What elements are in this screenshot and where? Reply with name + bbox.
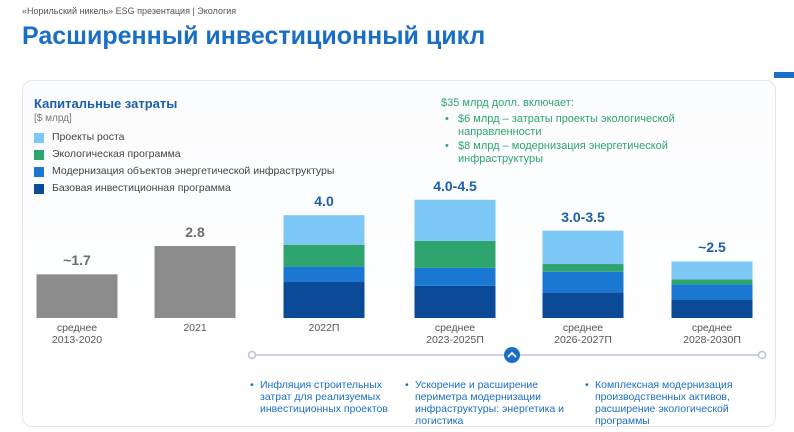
outcome: Инфляция строительных затрат для реализу… (260, 379, 388, 415)
x-tick-label: среднее 2028-2030П (683, 322, 741, 346)
bar (36, 274, 118, 318)
x-tick-label: среднее 2013-2020 (51, 322, 103, 346)
outcome: Комплексная модернизация производственны… (595, 379, 733, 427)
note-bullet: • (445, 113, 449, 125)
total-label: 4.0-4.5 (433, 177, 477, 194)
legend-label: Модернизация объектов энергетической инф… (52, 165, 335, 177)
note-item: $8 млрд – модернизация энергетической ин… (458, 140, 668, 165)
bar-segment (671, 279, 753, 285)
legend-swatch (34, 167, 44, 177)
x-tick-label: 2022П (308, 322, 340, 334)
note-title: $35 млрд долл. включает: (441, 97, 574, 109)
bar-segment (283, 266, 365, 283)
bar-segment (542, 292, 624, 318)
note-item: $6 млрд – затраты проекты экологической … (458, 113, 675, 138)
outcome-bullet: • (250, 379, 254, 391)
timeline-end (757, 350, 767, 360)
bar-segment (542, 271, 624, 293)
legend-swatch (34, 150, 44, 160)
legend-label: Базовая инвестиционная программа (52, 182, 231, 194)
total-label: ~1.7 (63, 252, 91, 269)
total-label: 2.8 (185, 224, 205, 241)
bar-segment (542, 230, 624, 265)
bar-segment (283, 282, 365, 318)
bar-segment (414, 199, 496, 241)
bar-segment (414, 240, 496, 268)
slide-title: Расширенный инвестиционный цикл (22, 22, 486, 50)
x-tick-label: 2021 (183, 322, 207, 334)
bar-segment (283, 244, 365, 267)
chevron (507, 351, 517, 358)
outcome-bullet: • (405, 379, 409, 391)
expand-button[interactable] (504, 347, 520, 363)
timeline-end (247, 350, 257, 360)
bar-segment (414, 285, 496, 318)
bar-segment (671, 261, 753, 280)
bar-segment (671, 284, 753, 301)
legend-swatch (34, 184, 44, 194)
bar-segment (414, 267, 496, 286)
legend-label: Проекты роста (52, 131, 125, 143)
bar (154, 246, 236, 318)
total-label: ~2.5 (698, 239, 726, 256)
accent (774, 72, 794, 78)
bar-segment (671, 300, 753, 318)
breadcrumb: «Норильский никель» ESG презентация | Эк… (22, 6, 237, 16)
x-tick-label: среднее 2026-2027П (554, 322, 612, 346)
panel (22, 80, 776, 427)
unit: [$ млрд] (34, 113, 72, 124)
legend-swatch (34, 133, 44, 143)
note-bullet: • (445, 140, 449, 152)
total-label: 4.0 (314, 193, 334, 210)
outcome-bullet: • (585, 379, 589, 391)
legend-label: Экологическая программа (52, 148, 181, 160)
chart-title: Капитальные затраты (34, 96, 178, 111)
total-label: 3.0-3.5 (561, 208, 605, 225)
outcome: Ускорение и расширение периметра модерни… (415, 379, 565, 427)
bar-segment (542, 264, 624, 272)
bar-segment (283, 215, 365, 245)
x-tick-label: среднее 2023-2025П (426, 322, 484, 346)
